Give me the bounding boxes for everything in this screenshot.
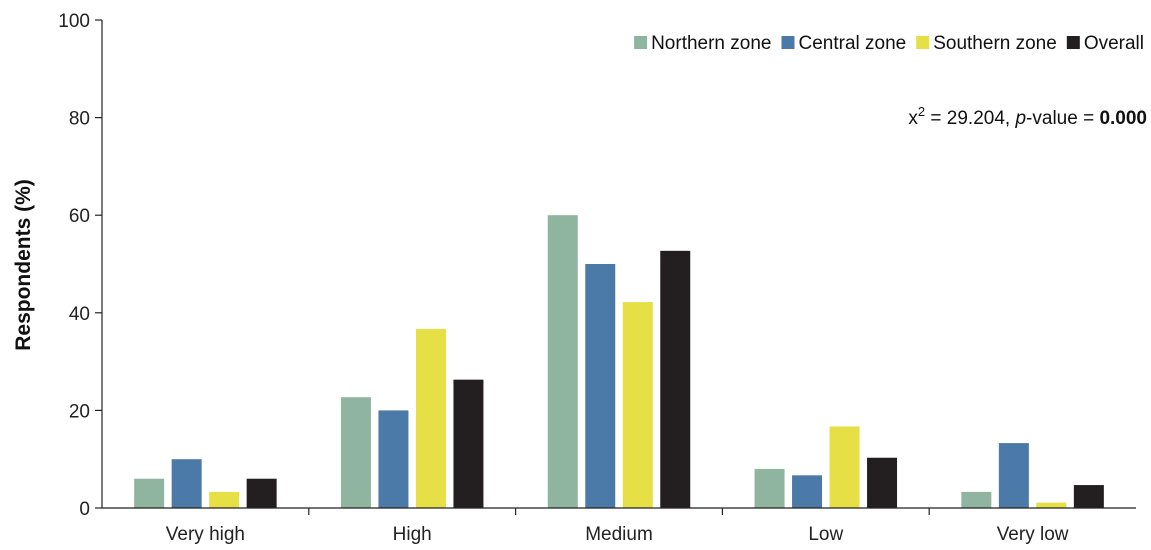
bar-overall-very-low — [1073, 485, 1104, 508]
y-tick-label: 100 — [58, 11, 90, 32]
legend-item-southern-zone: Southern zone — [916, 33, 1057, 54]
legend-swatch-central-zone — [781, 36, 795, 49]
legend-swatch-northern-zone — [634, 36, 648, 49]
y-axis-label: Respondents (%) — [12, 179, 35, 351]
x-tick-label-high: High — [393, 524, 432, 545]
bar-central-zone-medium — [585, 264, 616, 508]
bar-southern-zone-very-low — [1036, 502, 1067, 508]
y-tick-label: 40 — [69, 304, 90, 325]
bar-northern-zone-low — [754, 468, 785, 508]
legend: Northern zone Central zone Southern zone Ov… — [634, 33, 1144, 54]
bar-overall-low — [867, 457, 898, 508]
bar-central-zone-high — [378, 410, 409, 508]
legend-swatch-southern-zone — [916, 36, 930, 49]
chi-stat-text: = 29.204, — [925, 108, 1015, 129]
legend-label-central-zone: Central zone — [798, 33, 906, 54]
bar-overall-very-high — [246, 478, 277, 508]
bars-group — [134, 215, 1104, 508]
y-tick-label: 20 — [69, 401, 90, 422]
x-tick-label-medium: Medium — [585, 524, 653, 545]
x-tick-label-low: Low — [808, 524, 843, 545]
bar-northern-zone-very-high — [134, 478, 165, 508]
x-tick-label-very-high: Very high — [166, 524, 245, 545]
y-tick-label: 80 — [69, 109, 90, 130]
p-value: 0.000 — [1099, 108, 1147, 129]
bar-central-zone-very-low — [998, 443, 1029, 508]
legend-label-overall: Overall — [1084, 33, 1144, 54]
legend-label-southern-zone: Southern zone — [933, 33, 1057, 54]
p-label: p — [1014, 108, 1026, 129]
axes-group: 0 20 40 60 80 100 Very high High Medium Low Very l… — [58, 11, 1136, 545]
legend-label-northern-zone: Northern zone — [651, 33, 771, 54]
chi-square-annotation: x2 = 29.204, p-value = 0.000 — [908, 104, 1147, 129]
bar-overall-medium — [660, 250, 691, 508]
bar-southern-zone-medium — [622, 302, 653, 508]
bar-southern-zone-high — [415, 328, 446, 508]
chi-symbol: x — [908, 108, 918, 129]
bar-central-zone-very-high — [171, 459, 202, 508]
y-tick-label: 0 — [79, 499, 90, 520]
legend-swatch-overall — [1066, 36, 1080, 49]
bar-central-zone-low — [792, 475, 823, 508]
legend-item-central-zone: Central zone — [781, 33, 906, 54]
bar-southern-zone-low — [829, 426, 860, 508]
y-tick-label: 60 — [69, 206, 90, 227]
chi-superscript: 2 — [918, 104, 925, 119]
x-tick-label-very-low: Very low — [997, 524, 1069, 545]
p-suffix: -value = — [1026, 108, 1099, 129]
legend-item-overall: Overall — [1066, 33, 1144, 54]
bar-northern-zone-high — [340, 397, 371, 508]
bar-southern-zone-very-high — [209, 491, 240, 508]
bar-overall-high — [453, 379, 484, 508]
bar-northern-zone-medium — [547, 215, 578, 508]
bar-northern-zone-very-low — [961, 491, 992, 508]
legend-item-northern-zone: Northern zone — [634, 33, 771, 54]
